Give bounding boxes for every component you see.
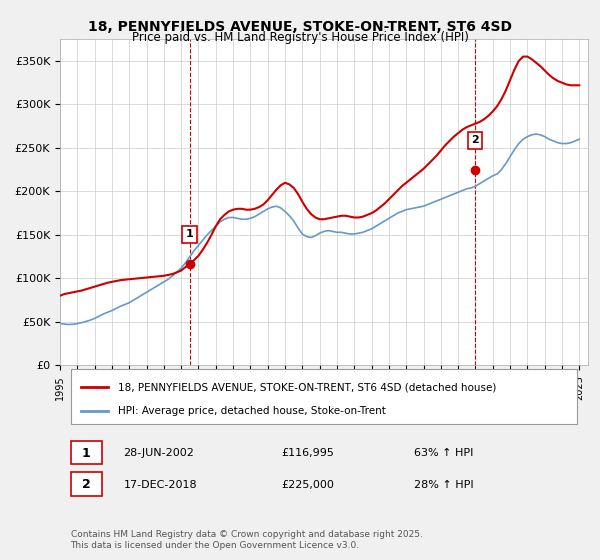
Text: Price paid vs. HM Land Registry's House Price Index (HPI): Price paid vs. HM Land Registry's House … xyxy=(131,31,469,44)
Text: £225,000: £225,000 xyxy=(282,479,335,489)
Text: HPI: Average price, detached house, Stoke-on-Trent: HPI: Average price, detached house, Stok… xyxy=(118,406,386,416)
Text: 1: 1 xyxy=(186,229,194,239)
FancyBboxPatch shape xyxy=(71,441,102,464)
Text: 63% ↑ HPI: 63% ↑ HPI xyxy=(414,449,473,459)
FancyBboxPatch shape xyxy=(71,369,577,424)
Text: 1: 1 xyxy=(82,447,91,460)
Text: 2: 2 xyxy=(82,478,91,491)
Text: 17-DEC-2018: 17-DEC-2018 xyxy=(124,479,197,489)
Text: 28% ↑ HPI: 28% ↑ HPI xyxy=(414,479,473,489)
Text: 2: 2 xyxy=(471,136,479,145)
Text: 18, PENNYFIELDS AVENUE, STOKE-ON-TRENT, ST6 4SD (detached house): 18, PENNYFIELDS AVENUE, STOKE-ON-TRENT, … xyxy=(118,382,496,393)
Text: 28-JUN-2002: 28-JUN-2002 xyxy=(124,449,194,459)
Text: 18, PENNYFIELDS AVENUE, STOKE-ON-TRENT, ST6 4SD: 18, PENNYFIELDS AVENUE, STOKE-ON-TRENT, … xyxy=(88,20,512,34)
FancyBboxPatch shape xyxy=(71,472,102,496)
Text: £116,995: £116,995 xyxy=(282,449,335,459)
Text: Contains HM Land Registry data © Crown copyright and database right 2025.
This d: Contains HM Land Registry data © Crown c… xyxy=(71,530,422,550)
